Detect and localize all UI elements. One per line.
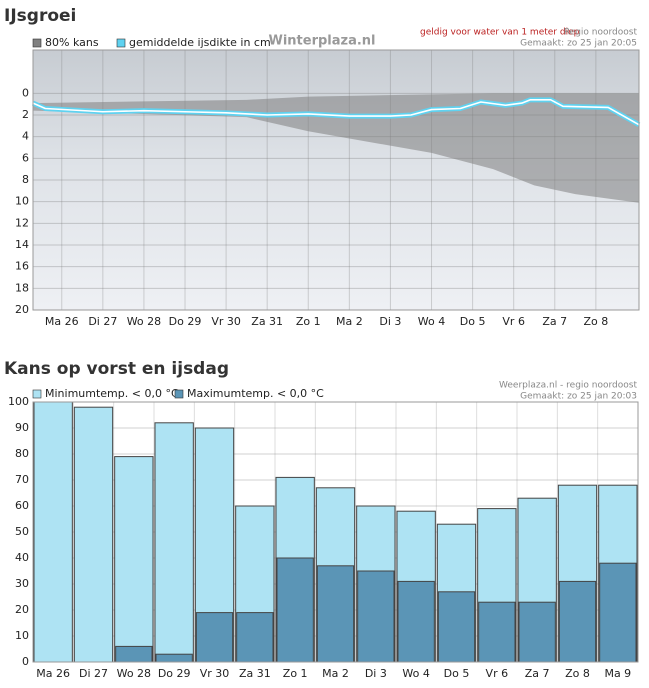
- watermark: Winterplaza.nl: [268, 34, 375, 49]
- x-tick-label: Za 31: [239, 667, 271, 680]
- legend-label: 80% kans: [45, 36, 99, 49]
- y-tick-label: 12: [15, 216, 29, 229]
- y-tick-label: 70: [15, 473, 29, 486]
- bar: [73, 406, 114, 663]
- x-tick-label: Za 7: [525, 667, 550, 680]
- x-tick-label: Za 31: [251, 315, 283, 328]
- x-tick-label: Ma 9: [604, 667, 631, 680]
- x-tick-label: Zo 8: [565, 667, 590, 680]
- bar: [437, 591, 476, 663]
- y-tick-label: 0: [22, 86, 29, 99]
- y-tick-label: 8: [22, 173, 29, 186]
- bar: [154, 422, 194, 663]
- bar: [357, 570, 395, 663]
- x-tick-label: Za 7: [542, 315, 567, 328]
- legend-swatch: [174, 389, 184, 399]
- legend-label: Maximumtemp. < 0,0 °C: [187, 387, 324, 400]
- legend-swatch: [32, 389, 42, 399]
- x-tick-label: Zo 1: [283, 667, 308, 680]
- x-tick-label: Di 3: [379, 315, 401, 328]
- bar: [115, 645, 153, 663]
- x-tick-label: Wo 28: [127, 315, 161, 328]
- x-tick-label: Do 5: [460, 315, 486, 328]
- legend-label: gemiddelde ijsdikte in cm: [129, 36, 271, 49]
- bar: [33, 401, 73, 663]
- y-tick-label: 50: [15, 525, 29, 538]
- bar: [599, 562, 637, 663]
- x-tick-label: Wo 4: [418, 315, 445, 328]
- x-tick-label: Di 27: [79, 667, 108, 680]
- x-tick-label: Vr 6: [486, 667, 509, 680]
- bar: [236, 612, 274, 663]
- chart-title: Kans op vorst en ijsdag: [4, 359, 229, 379]
- x-tick-label: Vr 30: [211, 315, 241, 328]
- x-tick-label: Zo 8: [583, 315, 608, 328]
- x-tick-label: Ma 26: [45, 315, 79, 328]
- x-tick-label: Vr 30: [200, 667, 230, 680]
- x-tick-label: Ma 26: [36, 667, 70, 680]
- line: [32, 99, 640, 126]
- x-tick-label: Do 29: [169, 315, 202, 328]
- y-tick-label: 10: [15, 629, 29, 642]
- bar: [316, 565, 355, 663]
- y-tick-label: 6: [22, 151, 29, 164]
- bar: [558, 580, 597, 663]
- x-tick-label: Do 29: [158, 667, 191, 680]
- y-tick-label: 10: [15, 195, 29, 208]
- note: geldig voor water van 1 meter diep: [420, 28, 580, 38]
- y-tick-label: 40: [15, 551, 29, 564]
- created: Gemaakt: zo 25 jan 20:03: [520, 392, 637, 402]
- region: Weerplaza.nl - regio noordoost: [499, 381, 637, 391]
- plot-border: [32, 49, 640, 311]
- y-tick-label: 4: [22, 130, 29, 143]
- x-tick-label: Ma 2: [336, 315, 363, 328]
- bar: [276, 557, 314, 663]
- legend-swatch: [116, 38, 126, 48]
- area: [33, 93, 639, 203]
- x-tick-label: Di 27: [88, 315, 117, 328]
- chart-title: IJsgroei: [4, 6, 76, 26]
- y-tick-label: 100: [8, 395, 29, 408]
- legend-label: Minimumtemp. < 0,0 °C: [45, 387, 179, 400]
- bar: [397, 580, 435, 663]
- x-tick-label: Wo 28: [117, 667, 151, 680]
- y-tick-label: 0: [22, 655, 29, 668]
- bar: [195, 612, 234, 663]
- x-tick-label: Ma 2: [322, 667, 349, 680]
- x-tick-label: Zo 1: [296, 315, 321, 328]
- y-tick-label: 18: [15, 281, 29, 294]
- y-tick-label: 60: [15, 499, 29, 512]
- bar: [478, 601, 516, 663]
- y-tick-label: 14: [15, 238, 29, 251]
- plot-border: [32, 401, 639, 663]
- y-tick-label: 16: [15, 260, 29, 273]
- x-tick-label: Wo 4: [402, 667, 429, 680]
- bar: [155, 653, 193, 663]
- y-tick-label: 80: [15, 447, 29, 460]
- legend-swatch: [32, 38, 42, 48]
- y-tick-label: 90: [15, 421, 29, 434]
- y-tick-label: 2: [22, 108, 29, 121]
- x-tick-label: Vr 6: [502, 315, 525, 328]
- created: Gemaakt: zo 25 jan 20:05: [520, 39, 637, 49]
- y-tick-label: 30: [15, 577, 29, 590]
- region: Regio noordoost: [564, 28, 638, 38]
- bar: [518, 601, 556, 663]
- y-tick-label: 20: [15, 303, 29, 316]
- x-tick-label: Di 3: [365, 667, 387, 680]
- y-tick-label: 20: [15, 603, 29, 616]
- x-tick-label: Do 5: [444, 667, 470, 680]
- bar: [114, 456, 154, 663]
